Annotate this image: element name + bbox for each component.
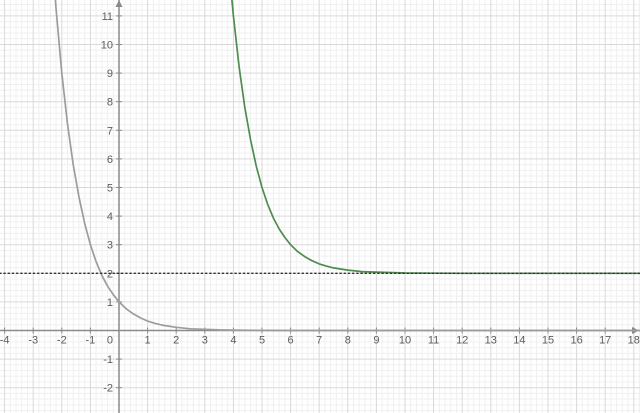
series <box>0 0 640 332</box>
axis-labels: -4 -3 -2 -1 1 2 3 4 5 6 7 8 9 10 11 12 13 14 15 16 17 18-2-11… <box>0 11 640 395</box>
x-tick-label: 5 <box>259 334 265 346</box>
x-tick-label: 1 <box>145 334 151 346</box>
x-tick-label: 15 <box>542 334 554 346</box>
x-tick-label: 14 <box>513 334 525 346</box>
x-tick-label: 13 <box>485 334 497 346</box>
origin-label: 0 <box>107 334 113 346</box>
x-tick-label: 16 <box>570 334 582 346</box>
x-tick-label: -1 <box>86 334 96 346</box>
y-tick-label: 10 <box>101 40 113 52</box>
y-axis-arrow-icon <box>115 0 123 7</box>
x-tick-label: 18 <box>628 334 640 346</box>
y-tick-label: -2 <box>103 383 113 395</box>
x-tick-label: 12 <box>456 334 468 346</box>
x-tick-label: 4 <box>230 334 236 346</box>
x-tick-label: 8 <box>345 334 351 346</box>
x-tick-label: 11 <box>428 334 439 346</box>
x-tick-label: -4 <box>0 334 9 346</box>
y-tick-label: 4 <box>107 211 113 223</box>
x-tick-label: 3 <box>202 334 208 346</box>
y-tick-label: 2 <box>107 268 113 280</box>
x-tick-label: 2 <box>173 334 179 346</box>
x-tick-label: 9 <box>373 334 379 346</box>
y-tick-label: 3 <box>107 240 113 252</box>
y-tick-label: 1 <box>107 297 113 309</box>
y-tick-label: 6 <box>107 154 113 166</box>
x-tick-label: 6 <box>288 334 294 346</box>
y-tick-label: 8 <box>107 97 113 109</box>
y-tick-label: 5 <box>107 182 113 194</box>
y-tick-label: 7 <box>107 125 113 137</box>
x-tick-label: -3 <box>28 334 38 346</box>
gray-curve[interactable] <box>50 0 640 332</box>
x-tick-label: 7 <box>316 334 322 346</box>
x-tick-label: 17 <box>599 334 611 346</box>
x-tick-label: -2 <box>57 334 67 346</box>
y-tick-label: 9 <box>107 68 113 80</box>
y-tick-label: 11 <box>102 11 113 23</box>
y-tick-label: -1 <box>103 354 113 366</box>
x-tick-label: 10 <box>399 334 411 346</box>
